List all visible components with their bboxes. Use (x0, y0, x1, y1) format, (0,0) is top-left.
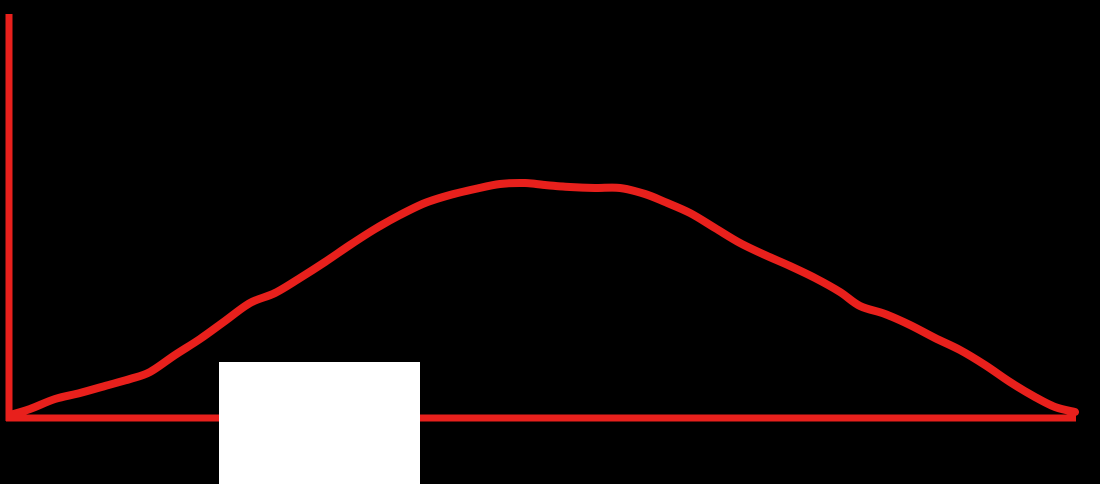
white-occlusion-block (219, 362, 420, 484)
data-curve-line (6, 178, 1079, 419)
